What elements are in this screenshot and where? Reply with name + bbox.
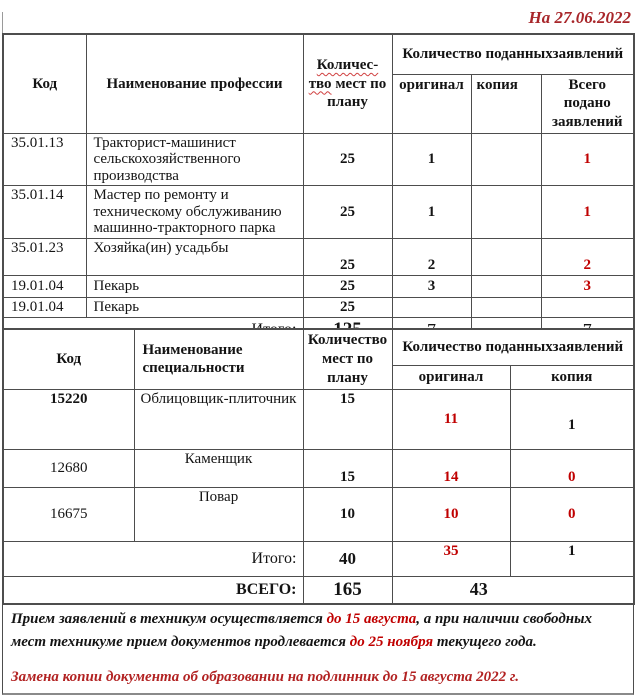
table1-header-row: Код Наименование профессии Количес-тво м… (2, 33, 635, 134)
table-row: 19.01.04 Пекарь 25 3 3 (2, 274, 635, 298)
table2-total-row: Итого: 40 35 1 (2, 540, 635, 577)
cell-original (391, 296, 472, 318)
col-header-original: оригинал (391, 73, 472, 134)
report-date: На 27.06.2022 (528, 8, 631, 27)
total-label: Итого: (2, 540, 304, 577)
cell-code: 12680 (2, 448, 135, 488)
cell-code: 35.01.13 (2, 132, 87, 187)
cell-plan: 25 (302, 132, 393, 187)
cell-original: 10 (391, 486, 511, 542)
grand-total-label: ВСЕГО: (2, 575, 304, 605)
table-row: 19.01.04 Пекарь 25 (2, 296, 635, 318)
left-edge-line (2, 12, 3, 33)
cell-copy (470, 237, 542, 276)
grand-total-plan: 165 (302, 575, 393, 605)
plan-header-part2: тво (308, 75, 332, 92)
cell-total (540, 296, 635, 318)
col-header-copy: копия (509, 364, 635, 390)
table2-subheader-row: оригинал копия (3, 364, 635, 390)
col-header-copy: копия (470, 73, 542, 134)
cell-plan: 25 (302, 237, 393, 276)
specialties-table: Код Наименование специальности Количеств… (2, 328, 635, 605)
col-header-code: Код (2, 33, 87, 134)
cell-copy: 0 (509, 448, 635, 488)
table2-header-row: Код Наименование специальности Количеств… (2, 328, 635, 390)
table-row: 16675 Повар 10 10 0 (2, 486, 635, 542)
cell-plan: 15 (302, 448, 393, 488)
cell-original: 3 (391, 274, 472, 298)
col-header-profession: Наименование профессии (85, 33, 304, 134)
table1-subheader-row: оригинал копия Всего подано заявлений (3, 73, 635, 134)
cell-copy: 0 (509, 486, 635, 542)
col-header-specialty: Наименование специальности (133, 328, 304, 390)
cell-total: 1 (540, 132, 635, 187)
cell-code: 19.01.04 (2, 274, 87, 298)
cell-profession: Пекарь (85, 274, 304, 298)
cell-copy: 1 (509, 388, 635, 450)
col-header-total-submitted: Всего подано заявлений (540, 73, 635, 134)
cell-plan: 25 (302, 296, 393, 318)
col-header-original: оригинал (391, 364, 511, 390)
cell-original: 1 (391, 132, 472, 187)
cell-total: 2 (540, 237, 635, 276)
col-header-applications: Количество поданныхзаявлений (391, 33, 635, 75)
table-row: 35.01.23 Хозяйка(ин) усадьбы 25 2 2 (2, 237, 635, 276)
cell-plan: 25 (302, 274, 393, 298)
plan-header-part1: Количес- (316, 56, 379, 73)
cell-code: 35.01.14 (2, 185, 87, 239)
table-row: 15220 Облицовщик-плиточник 15 11 1 (2, 388, 635, 450)
cell-profession: Тракторист-машинист сельскохозяйственног… (85, 132, 304, 187)
admission-notice: Прием заявлений в техникум осуществляетс… (2, 603, 634, 695)
cell-plan: 10 (302, 486, 393, 542)
cell-copy (470, 185, 542, 239)
cell-original: 2 (391, 237, 472, 276)
cell-copy (470, 296, 542, 318)
table-row: 35.01.14 Мастер по ремонту и техническом… (2, 185, 635, 239)
col-header-code: Код (2, 328, 135, 390)
cell-plan: 25 (302, 185, 393, 239)
notice-replacement-note: Замена копии документа об образовании на… (11, 669, 520, 685)
cell-total: 3 (540, 274, 635, 298)
cell-profession: Пекарь (85, 296, 304, 318)
col-header-plan-places: Количес-тво мест по плану (302, 33, 393, 134)
cell-plan: 15 (302, 388, 393, 450)
cell-code: 15220 (2, 388, 135, 450)
cell-specialty: Облицовщик-плиточник (133, 388, 304, 450)
grand-total-applications: 43 (391, 575, 635, 605)
notice-deadline-august: до 15 августа (326, 611, 417, 627)
total-plan: 40 (302, 540, 393, 577)
total-copy: 1 (509, 540, 635, 577)
cell-code: 35.01.23 (2, 237, 87, 276)
cell-profession: Хозяйка(ин) усадьбы (85, 237, 304, 276)
cell-specialty: Повар (133, 486, 304, 542)
cell-original: 1 (391, 185, 472, 239)
cell-original: 14 (391, 448, 511, 488)
col-header-applications: Количество поданныхзаявлений (391, 328, 635, 366)
notice-deadline-november: до 25 ноября (349, 633, 434, 650)
notice-text: Прием заявлений в техникум осуществляетс… (11, 611, 327, 627)
professions-table: Код Наименование профессии Количес-тво м… (2, 33, 636, 345)
col-header-plan-places: Количество мест по плану (302, 328, 393, 390)
table-row: 35.01.13 Тракторист-машинист сельскохозя… (2, 132, 635, 187)
plan-header-part3: мест по (331, 75, 387, 92)
plan-header-part4: плану (327, 94, 368, 111)
cell-copy (470, 132, 542, 187)
grand-total-row: ВСЕГО: 165 43 (2, 575, 635, 605)
notice-text: текущего года. (433, 633, 537, 650)
notice-text: , а при наличии свободных мест техникуме… (11, 611, 593, 650)
total-original: 35 (391, 540, 511, 577)
cell-copy (470, 274, 542, 298)
cell-profession: Мастер по ремонту и техническому обслужи… (85, 185, 304, 239)
cell-original: 11 (391, 388, 511, 450)
table-row: 12680 Каменщик 15 14 0 (2, 448, 635, 488)
cell-specialty: Каменщик (133, 448, 304, 488)
cell-code: 19.01.04 (2, 296, 87, 318)
cell-total: 1 (540, 185, 635, 239)
cell-code: 16675 (2, 486, 135, 542)
